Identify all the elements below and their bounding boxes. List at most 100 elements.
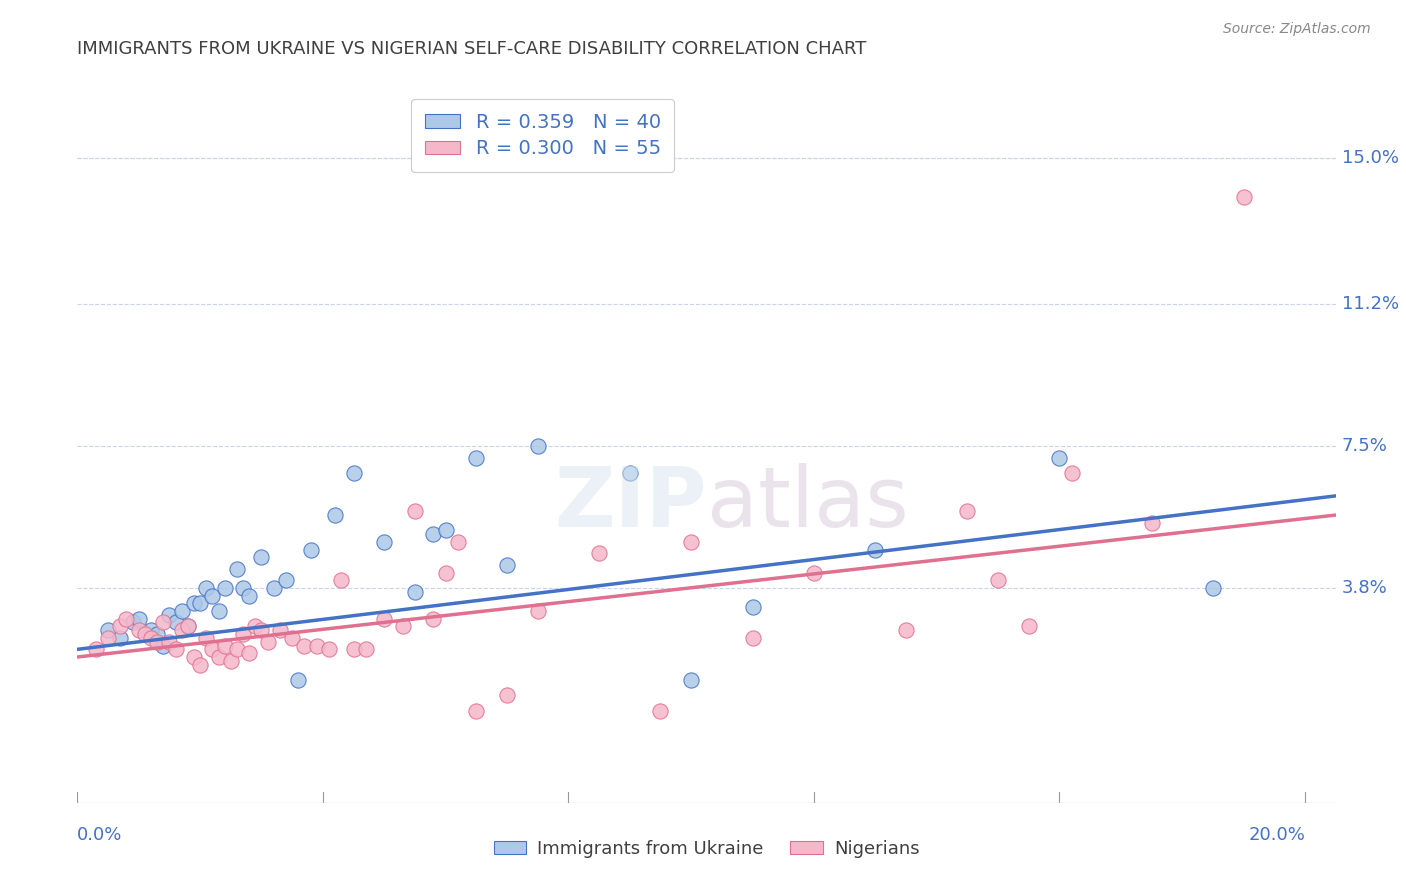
Point (157, 634, 180, 648)
Point (152, 615, 174, 630)
Point (183, 650, 205, 665)
Point (177, 619, 200, 633)
Point (588, 546, 610, 560)
Point (447, 535, 470, 549)
Point (238, 646, 260, 660)
Point (373, 612, 395, 626)
Point (207, 604, 229, 618)
Point (226, 642, 249, 657)
Point (305, 639, 328, 653)
Point (434, 524, 457, 538)
Point (741, 631, 763, 645)
Point (177, 619, 200, 633)
Point (250, 623, 273, 637)
Point (128, 612, 150, 626)
Point (263, 581, 285, 595)
Point (1140, 516, 1163, 530)
Point (84, 642, 107, 657)
Point (134, 627, 156, 641)
Point (354, 642, 377, 657)
Point (318, 642, 340, 657)
Point (214, 639, 236, 653)
Point (274, 574, 297, 588)
Point (207, 650, 229, 665)
Point (97, 631, 120, 645)
Point (110, 631, 132, 645)
Point (152, 639, 174, 653)
Point (195, 581, 218, 595)
Text: 20.0%: 20.0% (1249, 826, 1305, 844)
Point (115, 612, 138, 626)
Text: 0.0%: 0.0% (77, 826, 122, 844)
Point (342, 642, 364, 657)
Point (214, 581, 236, 595)
Point (183, 596, 205, 610)
Text: IMMIGRANTS FROM UKRAINE VS NIGERIAN SELF-CARE DISABILITY CORRELATION CHART: IMMIGRANTS FROM UKRAINE VS NIGERIAN SELF… (77, 40, 866, 58)
Text: atlas: atlas (707, 463, 908, 543)
Point (226, 562, 249, 576)
Point (139, 631, 162, 645)
Point (269, 623, 291, 637)
Point (391, 619, 413, 633)
Point (299, 542, 322, 557)
Point (1202, 581, 1225, 595)
Text: 15.0%: 15.0% (1341, 149, 1399, 168)
Point (97, 623, 120, 637)
Point (195, 631, 218, 645)
Point (188, 596, 211, 610)
Point (404, 584, 426, 599)
Point (1060, 466, 1083, 480)
Point (1049, 450, 1071, 465)
Point (465, 450, 488, 465)
Point (170, 604, 193, 618)
Point (894, 623, 917, 637)
Point (250, 550, 273, 565)
Point (681, 535, 703, 549)
Point (323, 508, 346, 522)
Point (741, 600, 763, 615)
Point (287, 673, 309, 687)
Point (681, 673, 703, 687)
Legend: Immigrants from Ukraine, Nigerians: Immigrants from Ukraine, Nigerians (486, 833, 927, 865)
Point (238, 589, 260, 603)
Point (146, 634, 169, 648)
Point (526, 604, 548, 618)
Point (256, 634, 278, 648)
Point (121, 615, 143, 630)
Point (987, 574, 1010, 588)
Point (865, 542, 887, 557)
Point (956, 504, 979, 518)
Point (650, 704, 672, 718)
Point (139, 623, 162, 637)
Point (434, 566, 457, 580)
Point (232, 581, 254, 595)
Point (422, 612, 444, 626)
Point (465, 704, 488, 718)
Point (803, 566, 825, 580)
Point (373, 535, 395, 549)
Point (422, 527, 444, 541)
Point (281, 631, 304, 645)
Point (219, 654, 242, 668)
Point (1233, 189, 1256, 203)
Point (294, 639, 316, 653)
Point (245, 619, 267, 633)
Point (201, 589, 224, 603)
Point (157, 607, 180, 622)
Point (404, 504, 426, 518)
Point (526, 439, 548, 453)
Point (110, 619, 132, 633)
Point (619, 466, 641, 480)
Point (496, 689, 519, 703)
Text: ZIP: ZIP (554, 463, 707, 543)
Point (165, 615, 187, 630)
Text: Source: ZipAtlas.com: Source: ZipAtlas.com (1223, 22, 1371, 37)
Point (330, 574, 353, 588)
Point (146, 627, 169, 641)
Text: 11.2%: 11.2% (1341, 295, 1399, 313)
Point (128, 623, 150, 637)
Text: 3.8%: 3.8% (1341, 579, 1388, 597)
Point (188, 657, 211, 672)
Point (165, 642, 187, 657)
Point (1018, 619, 1040, 633)
